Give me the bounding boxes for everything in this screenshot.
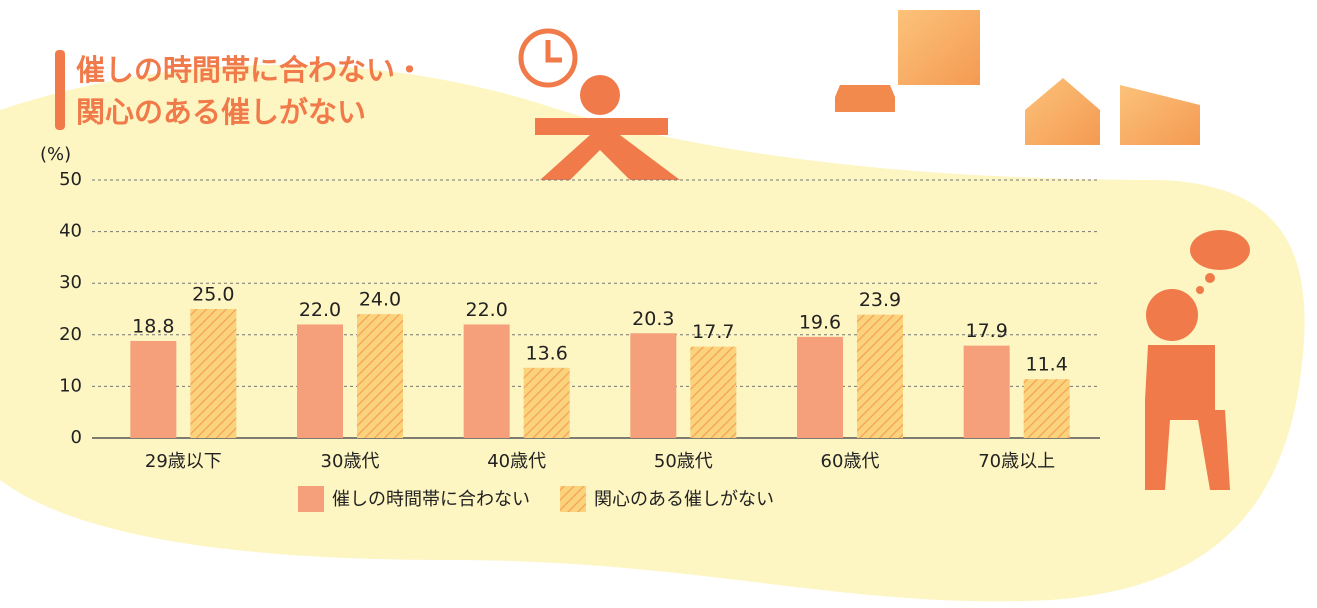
legend-swatch [298,486,324,512]
data-label: 24.0 [359,289,401,311]
bar [797,337,843,438]
y-tick-label: 30 [59,272,82,293]
legend-label: 催しの時間帯に合わない [332,489,530,510]
data-label: 22.0 [466,299,508,321]
y-axis-label: (%) [40,144,71,165]
legend-swatch [560,486,586,512]
x-tick-label: 30歳代 [321,451,380,472]
title-bar [55,50,65,130]
y-tick-label: 50 [59,169,82,190]
bar [464,324,510,438]
x-tick-label: 29歳以下 [145,451,222,472]
chart: 催しの時間帯に合わない・ 関心のある催しがない (%) 0 10 20 30 40 50 2… [0,0,1317,608]
y-tick-label: 20 [59,324,82,345]
x-tick-label: 60歳代 [821,451,880,472]
data-label: 13.6 [526,342,568,364]
chart-title: 催しの時間帯に合わない・ [76,53,424,87]
y-tick-label: 40 [59,221,82,242]
data-label: 11.4 [1026,354,1068,376]
decoration-town [835,10,1200,145]
x-tick-label: 40歳代 [487,451,546,472]
bar [524,368,570,438]
data-label: 19.6 [799,311,841,333]
y-tick-label: 0 [71,427,82,448]
legend-label: 関心のある催しがない [594,489,774,510]
data-label: 20.3 [632,308,674,330]
data-label: 22.0 [299,299,341,321]
chart-title: 関心のある催しがない [76,95,366,129]
y-tick-label: 10 [59,375,82,396]
bar [130,341,176,438]
data-label: 18.8 [132,315,174,337]
x-tick-label: 50歳代 [654,451,713,472]
bar [1024,379,1070,438]
bar [297,324,343,438]
bar [630,333,676,438]
bar [964,346,1010,438]
bar [690,347,736,438]
data-label: 25.0 [192,284,234,306]
data-label: 17.7 [692,321,734,343]
bar [357,314,403,438]
bar [857,315,903,438]
data-label: 23.9 [859,289,901,311]
x-tick-label: 70歳以上 [978,451,1055,472]
data-label: 17.9 [966,320,1008,342]
bar [190,309,236,438]
